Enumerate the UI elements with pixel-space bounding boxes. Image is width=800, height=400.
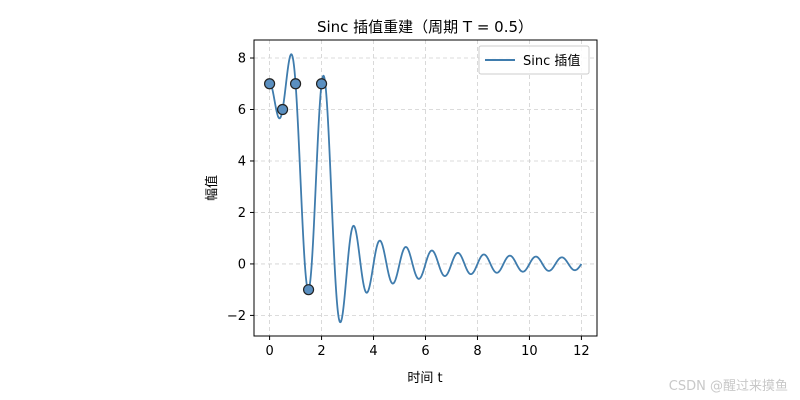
sample-point — [263, 78, 276, 90]
legend: Sinc 插值 — [478, 45, 590, 75]
y-tick-label: 4 — [238, 154, 246, 169]
x-tick-label: 6 — [421, 344, 429, 359]
y-tick-label: 0 — [238, 257, 246, 272]
chart-title: Sinc 插值重建（周期 T = 0.5） — [317, 18, 533, 36]
y-tick-label: −2 — [227, 309, 246, 324]
sample-point — [289, 78, 302, 90]
legend-label: Sinc 插值 — [523, 53, 580, 69]
x-axis-label: 时间 t — [407, 371, 442, 386]
plot-area — [263, 53, 583, 324]
y-tick-label: 8 — [238, 52, 246, 67]
sample-point — [315, 78, 328, 90]
y-axis-label: 幅值 — [204, 175, 220, 201]
x-tick-label: 2 — [317, 344, 325, 359]
y-tick-label: 2 — [238, 206, 246, 221]
x-tick-label: 4 — [369, 344, 377, 359]
sample-point — [276, 103, 289, 116]
y-ticks: −2 0 2 4 6 8 — [227, 52, 254, 324]
legend-box — [478, 45, 590, 75]
y-tick-label: 6 — [238, 103, 246, 118]
x-tick-label: 12 — [573, 344, 590, 359]
sample-point — [302, 284, 315, 296]
x-tick-label: 10 — [521, 344, 538, 359]
watermark: CSDN @醒过来摸鱼 — [668, 379, 788, 394]
x-ticks: 0 2 4 6 8 10 12 — [265, 336, 590, 359]
x-tick-label: 0 — [265, 344, 273, 359]
x-tick-label: 8 — [473, 344, 481, 359]
